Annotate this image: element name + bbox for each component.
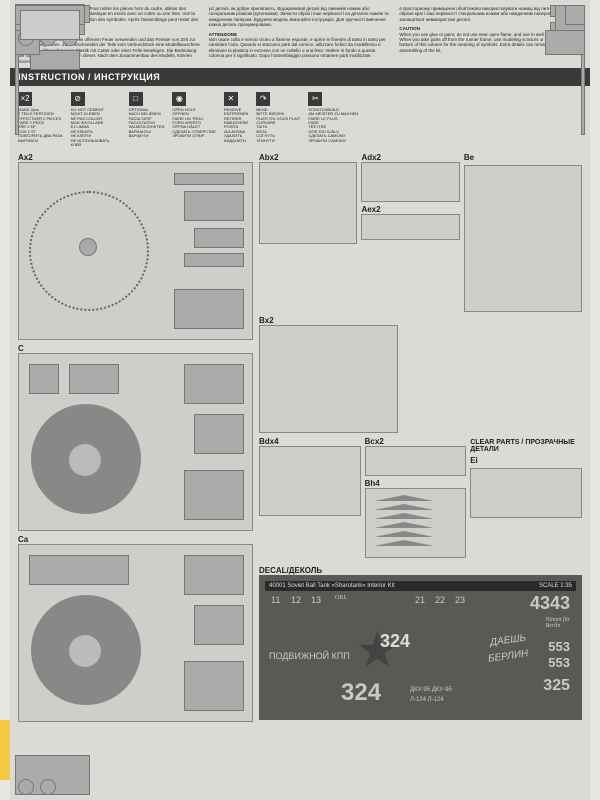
sprue-a-label: Ax2: [18, 153, 253, 162]
decal-n12: 12: [291, 595, 301, 605]
make2-text: MAKE 2pcs 2 TEILE FERTIGEN EFFECTUER 2 P…: [18, 108, 63, 143]
sprue-bd-diagram: [259, 446, 361, 516]
sprue-c-diagram: [18, 353, 253, 531]
instruction-heading: INSTRUCTION / ИНСТРУКЦИЯ: [10, 68, 590, 86]
clear-parts-label: CLEAR PARTS / ПРОЗРАЧНЫЕ ДЕТАЛИ: [470, 439, 582, 453]
sprue-bx-label: Bx2: [259, 316, 398, 325]
symbol-remove: ✕ REMOVE ENTFERNEN RETIRER RIMUOVERE POI…: [224, 92, 248, 148]
sprue-bc-label: Bcx2: [365, 437, 467, 446]
sprue-ca-diagram: [18, 544, 253, 722]
symbol-openhole: ◉ OPEN HOLE ÖFFNEN FAIRE UN TROU FORO AP…: [172, 92, 216, 148]
sprue-bc-diagram: [365, 446, 467, 476]
sprue-be-label: Be: [464, 153, 582, 162]
instruction-page: si arrêté il peut de temps en temps. Pou…: [10, 0, 590, 800]
decal-553b: 553: [548, 655, 570, 670]
decal-l124: Л-124 Л-124: [410, 697, 444, 703]
sprues-layout: Ax2 C: [10, 153, 590, 722]
warning-it: Non usare colla e vernici vicino a fiamm…: [209, 37, 392, 59]
optional-icon: □: [129, 92, 143, 106]
decal-podv: ПОДВИЖНОЙ КПП: [269, 651, 350, 661]
sprue-bh-diagram: [365, 488, 467, 558]
openhole-icon: ◉: [172, 92, 186, 106]
clear-parts-code: Ei: [470, 456, 582, 465]
decal-nimmt: Nimmt für Berlin: [545, 617, 570, 629]
decal-324a: 324: [380, 631, 410, 652]
decal-324b: 324: [341, 679, 381, 707]
scratch-text: SCRATCHBUILD AM MEISTER ZU MACHEN FAIRE …: [308, 108, 358, 143]
sprue-c-label: C: [18, 344, 253, 353]
decal-553: 553: [548, 639, 570, 654]
sprue-ab-label: Abx2: [259, 153, 357, 162]
decal-dash: ДАЕШЬ: [489, 633, 526, 649]
decal-scale: SCALE 1:35: [539, 583, 572, 589]
symbol-bend: ↷ BEND BITTE BIEGEN PLIER S'IL VOUS PLAI…: [256, 92, 300, 148]
decal-n13: 13: [311, 595, 321, 605]
sprue-bx-diagram: [259, 325, 398, 433]
warning-ua: усі деталі, як добре прилягають. Відокре…: [209, 6, 392, 28]
decal-berlin: БЕРЛИН: [487, 649, 529, 666]
bend-text: BEND BITTE BIEGEN PLIER S'IL VOUS PLAIT …: [256, 108, 300, 143]
sprue-ei-diagram: [470, 468, 582, 518]
symbol-make2: ×2 MAKE 2pcs 2 TEILE FERTIGEN EFFECTUER …: [18, 92, 63, 148]
decal-dku: ДКУ-95 ДКУ-95: [410, 687, 452, 693]
decal-n11: 11: [271, 595, 280, 605]
decal-title: 40001 Soviet Ball Tank «Sharotank» Inter…: [269, 583, 395, 589]
decal-okl: OKL: [335, 595, 347, 601]
sprue-ad-diagram: [361, 162, 459, 202]
nocement-text: DO NOT CEMENT NICHT KLEBEN NE PAS COLLER…: [71, 108, 121, 148]
symbol-nocement: ⊘ DO NOT CEMENT NICHT KLEBEN NE PAS COLL…: [71, 92, 121, 148]
decal-label: DECAL/ДЕКОЛЬ: [259, 566, 582, 575]
decal-n22: 22: [435, 595, 445, 605]
decal-n23: 23: [455, 595, 465, 605]
sprue-ad-label: Adx2: [361, 153, 459, 162]
remove-text: REMOVE ENTFERNEN RETIRER RIMUOVERE POIST…: [224, 108, 248, 143]
decal-sheet: 40001 Soviet Ball Tank «Sharotank» Inter…: [259, 575, 582, 720]
bend-icon: ↷: [256, 92, 270, 106]
scratch-icon: ✂: [308, 92, 322, 106]
symbol-scratch: ✂ SCRATCHBUILD AM MEISTER ZU MACHEN FAIR…: [308, 92, 358, 148]
sprue-bd-label: Bdx4: [259, 437, 361, 446]
sprue-ab-diagram: [259, 162, 357, 244]
warning-text-block: si arrêté il peut de temps en temps. Pou…: [10, 0, 590, 68]
sprue-be-diagram: [464, 165, 582, 312]
remove-icon: ✕: [224, 92, 238, 106]
sprue-bh-label: Bh4: [365, 479, 467, 488]
decal-4343: 4343: [530, 593, 570, 614]
symbols-legend: ×2 MAKE 2pcs 2 TEILE FERTIGEN EFFECTUER …: [10, 86, 590, 154]
decal-325: 325: [543, 677, 570, 695]
sprue-a-diagram: [18, 162, 253, 340]
symbol-optional: □ OPTIONAL NACH BELIEBEN FACULTATIF FACO…: [129, 92, 165, 148]
optional-text: OPTIONAL NACH BELIEBEN FACULTATIF FACOLT…: [129, 108, 165, 139]
sprue-ae-label: Aex2: [361, 205, 459, 214]
decal-n21: 21: [415, 595, 425, 605]
make2-icon: ×2: [18, 92, 32, 106]
nocement-icon: ⊘: [71, 92, 85, 106]
sprue-ae-diagram: [361, 214, 459, 240]
openhole-text: OPEN HOLE ÖFFNEN FAIRE UN TROU FORO APER…: [172, 108, 216, 139]
sprue-ca-label: Ca: [18, 535, 253, 544]
